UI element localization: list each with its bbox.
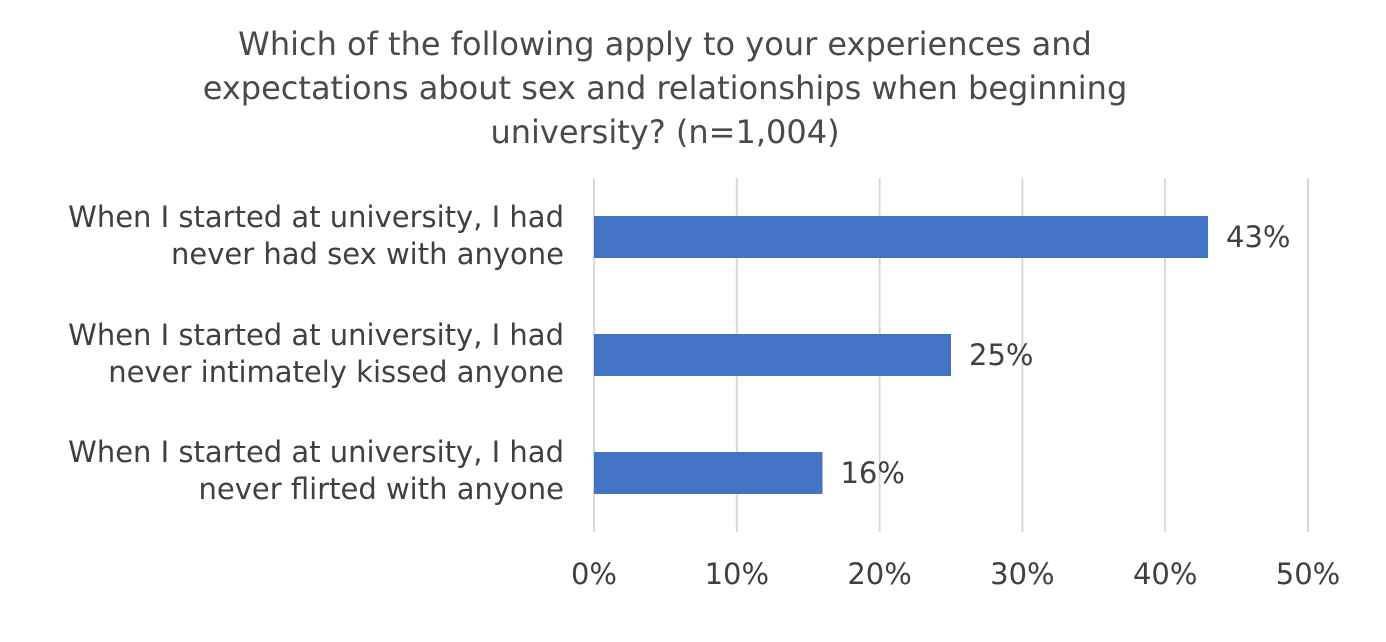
category-label-never-had-sex: When I started at university, I had neve… bbox=[68, 199, 564, 273]
category-label-line: When I started at university, I had bbox=[68, 318, 564, 352]
bar-data-label: 16% bbox=[840, 456, 904, 490]
category-label-line: When I started at university, I had bbox=[68, 200, 564, 234]
category-label-line: never flirted with anyone bbox=[198, 472, 564, 506]
chart-title: Which of the following apply to your exp… bbox=[0, 22, 1330, 154]
bar bbox=[594, 452, 823, 494]
category-label-line: When I started at university, I had bbox=[68, 435, 564, 469]
chart-title-line: university? (n=1,004) bbox=[490, 113, 840, 151]
bar-data-label: 25% bbox=[969, 338, 1033, 372]
bar-data-label: 43% bbox=[1226, 220, 1290, 254]
x-tick-label: 20% bbox=[847, 557, 911, 591]
category-label-never-flirted: When I started at university, I had neve… bbox=[68, 434, 564, 508]
category-label-never-kissed: When I started at university, I had neve… bbox=[68, 317, 564, 391]
chart-title-line: expectations about sex and relationships… bbox=[202, 69, 1128, 107]
x-tick-label: 50% bbox=[1276, 557, 1340, 591]
bar bbox=[594, 334, 951, 376]
x-tick-label: 30% bbox=[990, 557, 1054, 591]
x-tick-label: 40% bbox=[1133, 557, 1197, 591]
x-tick-label: 0% bbox=[571, 557, 617, 591]
category-label-line: never intimately kissed anyone bbox=[108, 355, 564, 389]
x-tick-label: 10% bbox=[705, 557, 769, 591]
chart-title-line: Which of the following apply to your exp… bbox=[238, 25, 1092, 63]
bar bbox=[594, 216, 1209, 258]
category-label-line: never had sex with anyone bbox=[171, 237, 564, 271]
